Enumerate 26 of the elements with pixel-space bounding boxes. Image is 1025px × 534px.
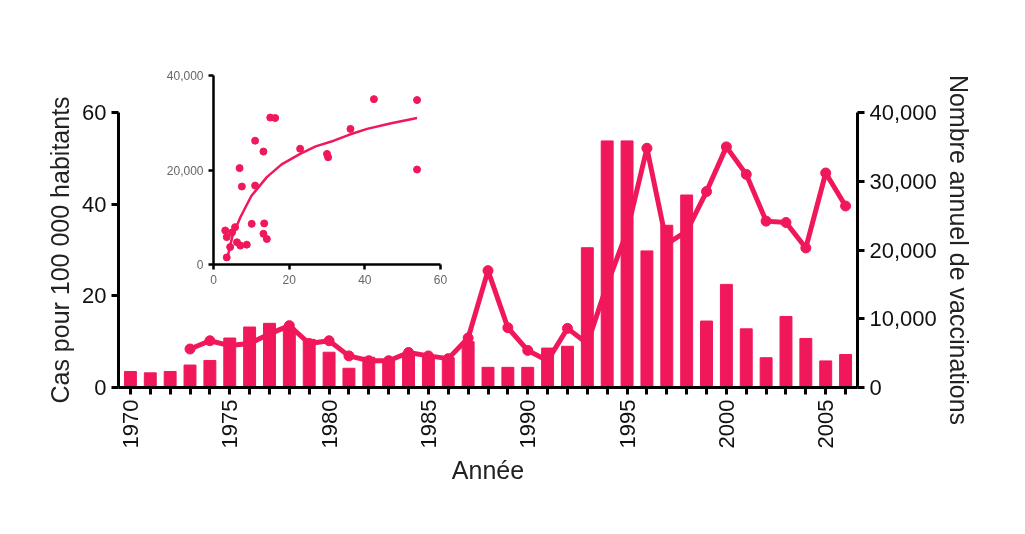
x-tick-label: 20 [282, 272, 297, 287]
x-tick-label: 60 [433, 272, 448, 287]
x-tick-label: 1990 [515, 399, 541, 449]
x-tick-label: 1980 [316, 399, 342, 449]
y2-tick-label: 40,000 [869, 100, 937, 125]
y-tick-label: 20,000 [166, 163, 204, 178]
y2-tick-label: 20,000 [869, 237, 937, 263]
x-tick-label: 40 [358, 272, 372, 287]
y2-tick-label: 30,000 [869, 168, 937, 194]
y2-axis-title: Nombre annuel de vaccinations [944, 74, 973, 426]
y-tick-label: 0 [94, 375, 107, 400]
x-tick-label: 1975 [217, 399, 243, 449]
x-tick-label: 2005 [813, 399, 839, 449]
x-tick-label: 2000 [713, 399, 739, 449]
y-tick-label: 0 [196, 258, 204, 272]
y2-tick-label: 10,000 [869, 306, 937, 332]
y-axis-title: Cas pour 100 000 habitants [46, 96, 75, 404]
y-tick-label: 40 [82, 191, 107, 217]
x-tick-label: 1985 [415, 399, 441, 449]
y-tick-label: 60 [82, 100, 107, 125]
y-tick-label: 40,000 [166, 69, 204, 83]
x-tick-label: 0 [210, 272, 218, 287]
x-tick-label: 1970 [117, 399, 143, 449]
x-axis-title: Année [451, 456, 525, 485]
x-tick-label: 1995 [614, 399, 640, 449]
y2-tick-label: 0 [869, 375, 882, 400]
